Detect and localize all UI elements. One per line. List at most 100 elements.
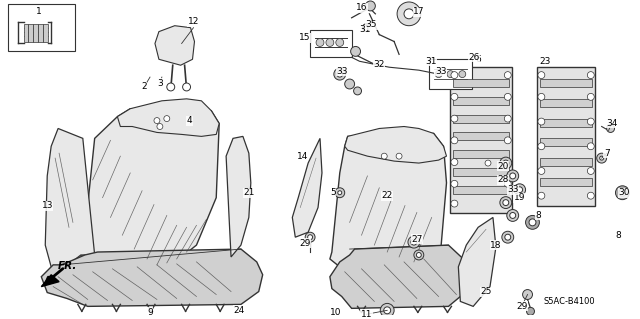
Circle shape (507, 170, 518, 182)
Text: 12: 12 (188, 17, 199, 26)
Text: 35: 35 (365, 20, 377, 29)
Circle shape (167, 83, 175, 91)
Text: 28: 28 (497, 175, 509, 184)
Circle shape (514, 184, 525, 196)
Circle shape (338, 191, 342, 195)
Circle shape (380, 303, 394, 317)
Bar (310, 30, 351, 57)
Circle shape (414, 250, 424, 260)
Text: 25: 25 (481, 287, 492, 296)
Bar (453, 115, 509, 122)
Circle shape (516, 187, 523, 193)
Circle shape (364, 26, 369, 30)
Circle shape (509, 173, 516, 179)
Circle shape (459, 71, 466, 78)
Circle shape (503, 160, 509, 166)
Polygon shape (538, 67, 595, 205)
Text: 1: 1 (36, 7, 42, 16)
Text: 26: 26 (468, 53, 480, 62)
Circle shape (588, 192, 595, 199)
Text: 8: 8 (616, 231, 621, 240)
Text: 32: 32 (374, 60, 385, 69)
Text: 33: 33 (507, 185, 518, 194)
Polygon shape (42, 275, 59, 286)
Circle shape (164, 115, 170, 122)
Text: 8: 8 (536, 211, 541, 220)
Circle shape (616, 186, 629, 200)
Circle shape (500, 197, 512, 209)
Circle shape (365, 1, 375, 11)
Circle shape (451, 115, 458, 122)
Bar (540, 178, 592, 186)
Polygon shape (330, 133, 447, 286)
Bar (8, 4, 75, 51)
Bar (453, 97, 509, 105)
Text: 29: 29 (300, 239, 311, 248)
Circle shape (362, 24, 371, 32)
Text: 29: 29 (516, 302, 527, 311)
Circle shape (334, 68, 346, 80)
Text: 31: 31 (360, 25, 371, 34)
Circle shape (505, 234, 511, 240)
Text: 10: 10 (330, 308, 342, 317)
Circle shape (435, 71, 442, 78)
Circle shape (504, 72, 511, 78)
Circle shape (503, 200, 509, 205)
Circle shape (538, 118, 545, 125)
Text: 2: 2 (141, 83, 147, 92)
Bar (540, 119, 592, 127)
Circle shape (451, 137, 458, 144)
Text: 17: 17 (413, 7, 424, 16)
Circle shape (502, 231, 514, 243)
Text: 27: 27 (411, 235, 422, 244)
Text: 23: 23 (540, 57, 551, 66)
Bar (453, 132, 509, 140)
Circle shape (504, 159, 511, 166)
Circle shape (451, 200, 458, 207)
Bar (44, 24, 48, 41)
Text: 24: 24 (234, 306, 244, 315)
Circle shape (504, 137, 511, 144)
Text: 18: 18 (490, 241, 502, 249)
Circle shape (326, 39, 334, 47)
Circle shape (504, 93, 511, 100)
Circle shape (588, 143, 595, 150)
Circle shape (509, 212, 516, 219)
Text: 31: 31 (425, 57, 436, 66)
Circle shape (538, 93, 545, 100)
Bar (540, 99, 592, 107)
Circle shape (504, 180, 511, 187)
Text: 13: 13 (42, 201, 53, 210)
Bar (453, 79, 509, 87)
Text: 6: 6 (476, 55, 481, 64)
Circle shape (525, 215, 540, 229)
Circle shape (529, 219, 536, 226)
Circle shape (335, 188, 345, 198)
Circle shape (417, 253, 421, 257)
Polygon shape (45, 129, 95, 267)
Circle shape (408, 236, 420, 248)
Polygon shape (81, 109, 219, 267)
Circle shape (588, 167, 595, 174)
Circle shape (404, 9, 414, 19)
Text: 33: 33 (435, 67, 446, 76)
Circle shape (538, 72, 545, 78)
Circle shape (588, 93, 595, 100)
Text: FR.: FR. (58, 261, 77, 271)
Circle shape (451, 93, 458, 100)
Circle shape (485, 160, 491, 166)
Circle shape (504, 115, 511, 122)
Bar (33, 24, 38, 41)
Circle shape (507, 210, 518, 221)
Polygon shape (117, 99, 219, 137)
Circle shape (384, 307, 390, 314)
Circle shape (500, 157, 512, 169)
Circle shape (447, 71, 454, 78)
Text: 21: 21 (243, 188, 255, 197)
Circle shape (396, 153, 402, 159)
Circle shape (538, 167, 545, 174)
Circle shape (600, 156, 604, 160)
Text: 7: 7 (604, 149, 609, 158)
Text: 16: 16 (356, 4, 367, 12)
Polygon shape (155, 26, 195, 65)
